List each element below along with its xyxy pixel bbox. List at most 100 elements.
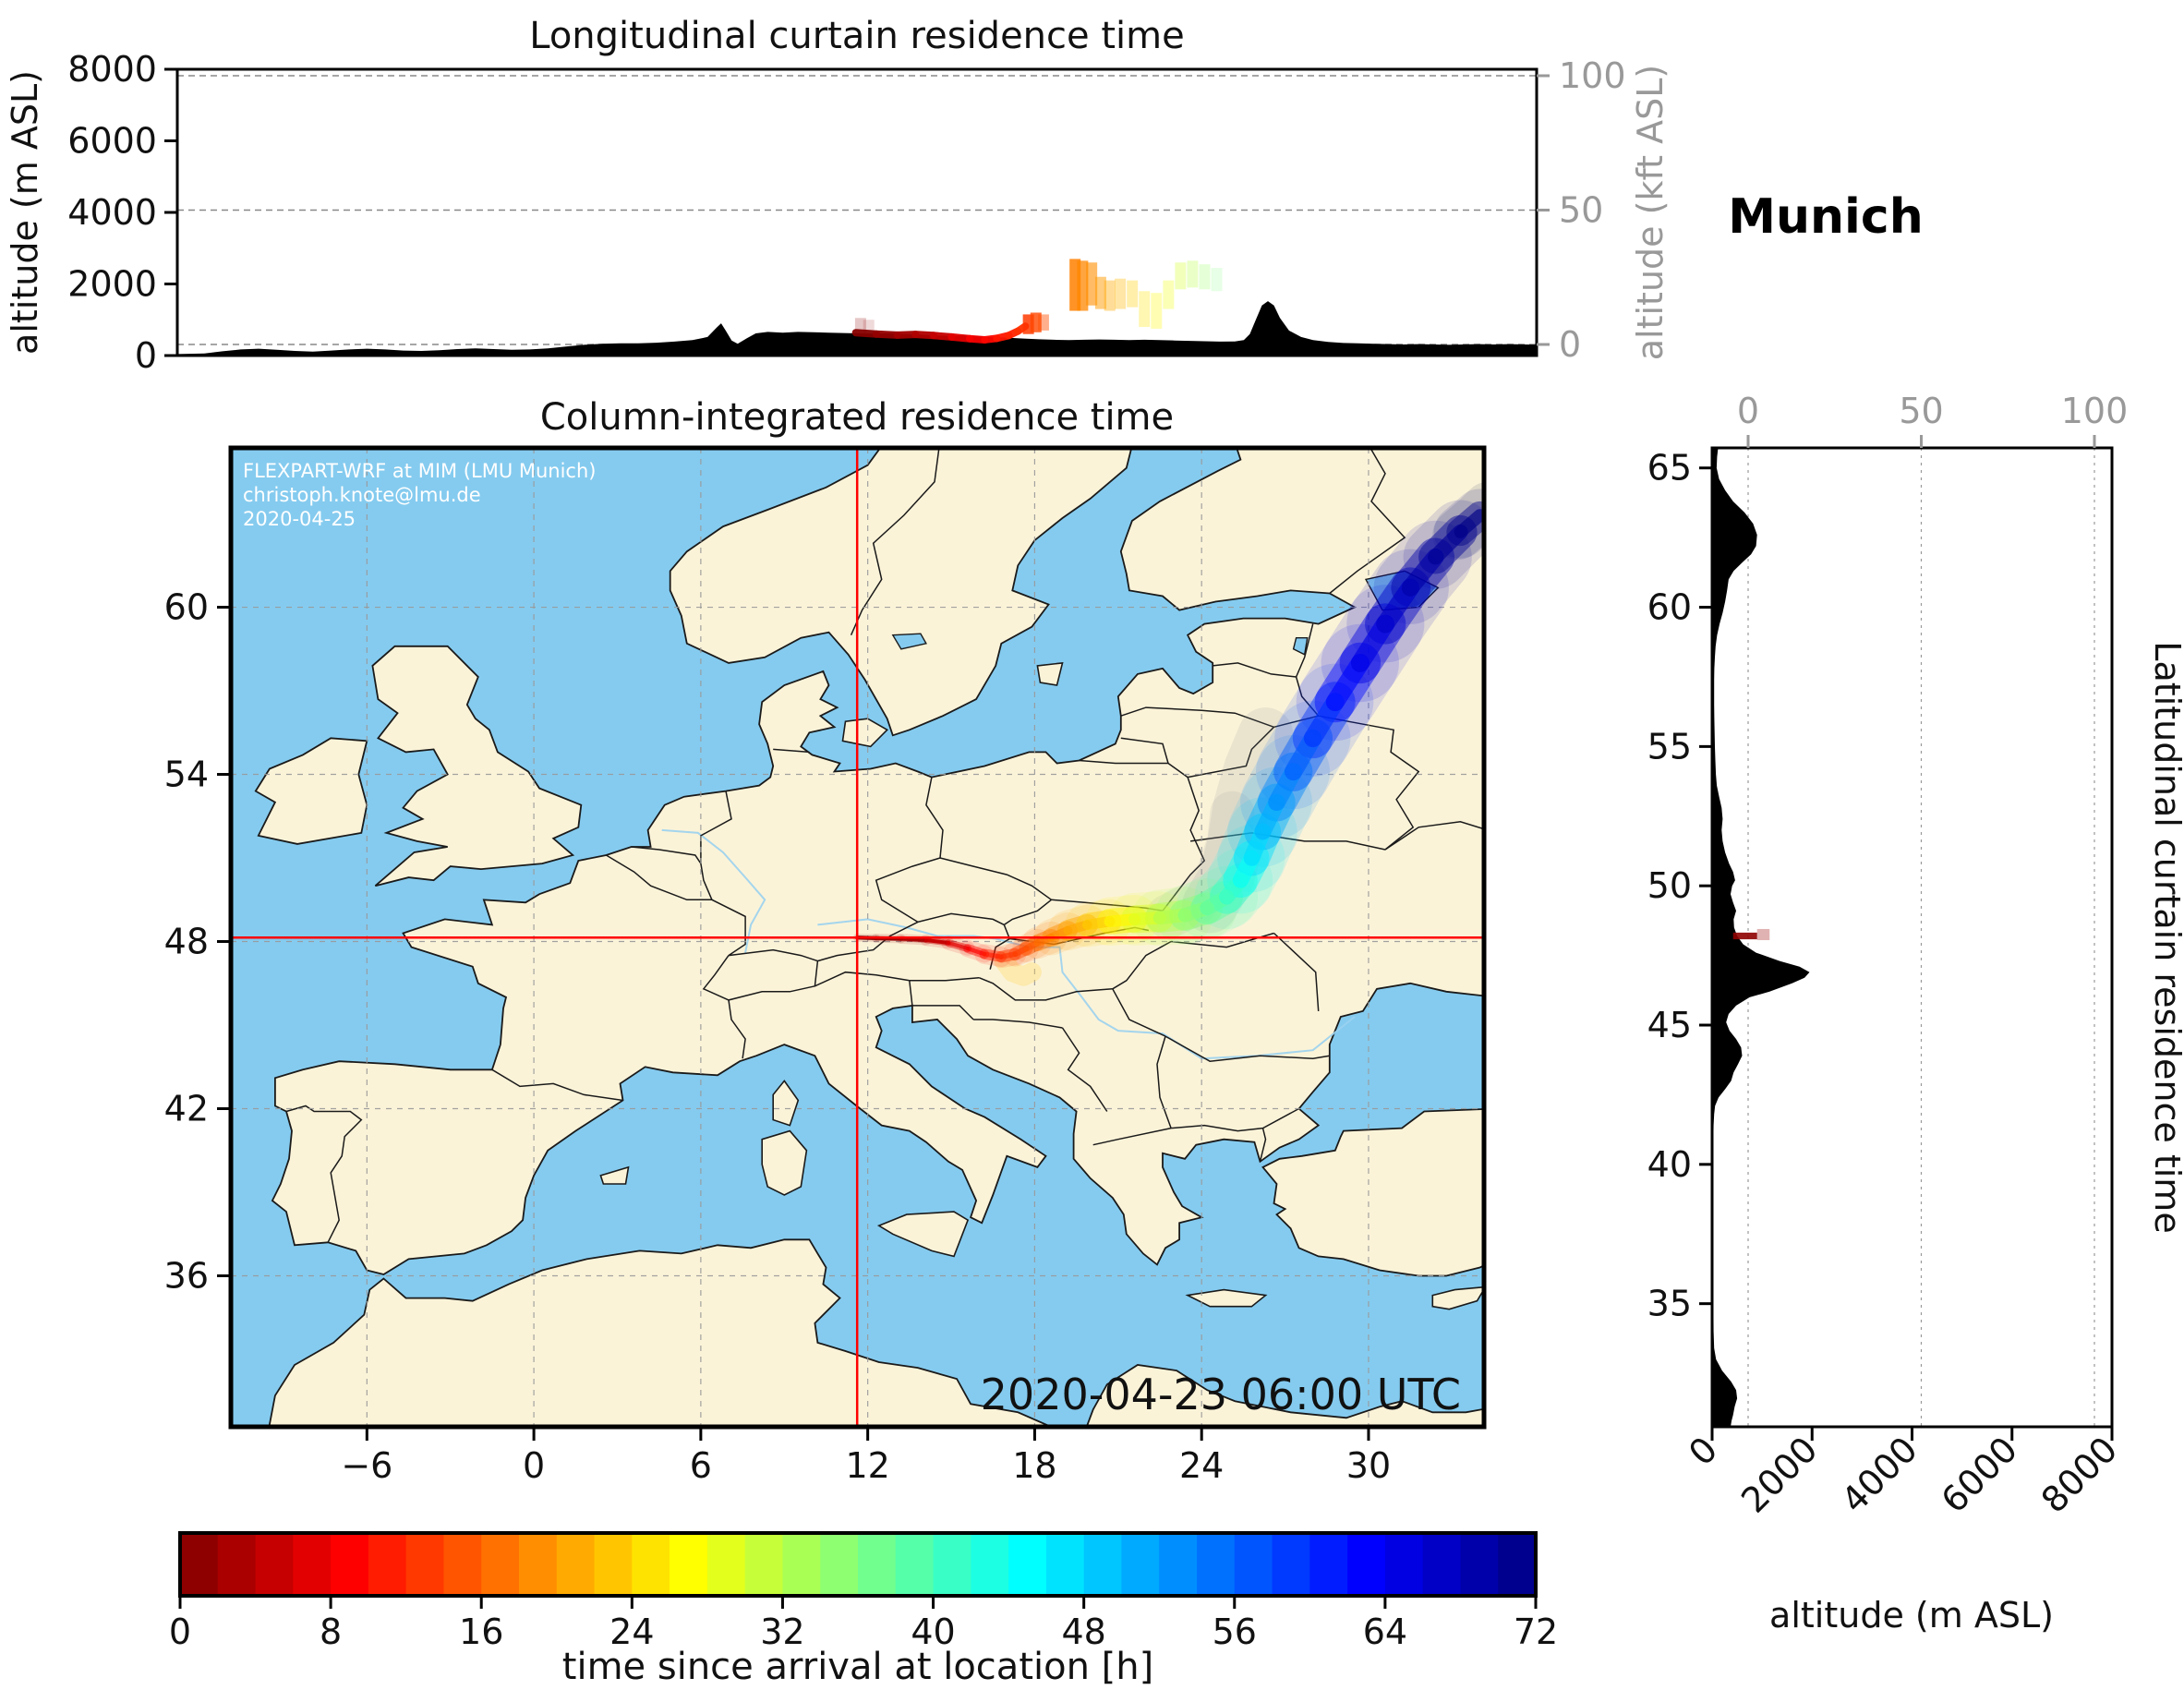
trajectory-column [1175, 262, 1187, 290]
colorbar-step [1121, 1533, 1161, 1596]
country-border [1187, 726, 1275, 779]
country-border [973, 1019, 1063, 1029]
colorbar-step [895, 1533, 935, 1596]
top-panel-ylabel-right: altitude (kft ASL) [1630, 65, 1671, 361]
trajectory-column [1104, 280, 1116, 311]
country-border [1384, 821, 1484, 851]
trajectory-column [1187, 260, 1199, 288]
watermark-line-3: 2020-04-25 [243, 508, 356, 530]
right-xtick-label: 6000 [1934, 1429, 2026, 1521]
colorbar-step [331, 1533, 369, 1596]
country-border [1213, 662, 1297, 678]
landmass [271, 448, 1484, 1275]
ghost-plume [1182, 707, 1294, 934]
right-content [1712, 448, 1810, 1427]
river [661, 828, 766, 953]
top-ytick-label: 8000 [67, 49, 157, 90]
trajectory-line-segment [1014, 322, 1030, 335]
country-border [978, 977, 1113, 1001]
colorbar-step [405, 1533, 445, 1596]
top-ytick-label: 4000 [67, 192, 157, 233]
top-panel-title: Longitudinal curtain residence time [529, 15, 1184, 57]
country-border [728, 999, 746, 1059]
colorbar-label: time since arrival at location [h] [562, 1646, 1153, 1688]
top-ytick-right-label: 0 [1559, 324, 1581, 365]
colorbar-step [1272, 1533, 1311, 1596]
trajectory-column [1163, 280, 1175, 309]
country-border [1156, 1035, 1172, 1129]
colorbar-step [858, 1533, 897, 1596]
map-timestamp: 2020-04-23 06:00 UTC [981, 1370, 1461, 1419]
colorbar-tick-label: 16 [459, 1611, 503, 1652]
country-border [1273, 932, 1320, 1011]
station-name: Munich [1728, 189, 1923, 245]
colorbar-frame [178, 1531, 1538, 1598]
map-ytick-label: 54 [164, 754, 209, 795]
country-border [925, 777, 944, 859]
country-border [702, 955, 819, 1001]
top-ytick-right-label: 100 [1559, 55, 1626, 96]
country-border [1092, 1127, 1172, 1146]
colorbar-step [217, 1533, 257, 1596]
right-ytick-label: 65 [1647, 448, 1692, 489]
country-border [1189, 832, 1386, 851]
trajectory-column [1094, 276, 1106, 309]
country-border [817, 921, 919, 962]
colorbar-step [706, 1533, 746, 1596]
colorbar-step [556, 1533, 596, 1596]
colorbar-step [744, 1533, 784, 1596]
country-border [989, 924, 1011, 970]
colorbar-tick-label: 8 [320, 1611, 342, 1652]
trajectory-column [1127, 280, 1139, 308]
watermark-line-2: christoph.knote@lmu.de [243, 484, 481, 506]
right-xtick-top-label: 100 [2061, 391, 2129, 431]
colorbar-tick-label: 40 [911, 1611, 955, 1652]
country-border [606, 854, 746, 957]
country-border [909, 980, 913, 1006]
right-panel-label: Latitudinal curtain residence time [2147, 641, 2184, 1233]
colorbar-step [1384, 1533, 1424, 1596]
colorbar-tick-label: 72 [1514, 1611, 1558, 1652]
colorbar-tick-label: 56 [1213, 1611, 1257, 1652]
right-xtick-label: 2000 [1733, 1429, 1826, 1521]
trajectory-column [1030, 312, 1042, 332]
trajectory-column [1211, 268, 1223, 292]
country-border [1120, 737, 1169, 764]
country-border [1318, 715, 1420, 851]
right-xtick-top-label: 0 [1737, 391, 1759, 431]
colorbar-step [820, 1533, 859, 1596]
trajectory-column [1199, 264, 1211, 290]
country-border [909, 976, 980, 982]
right-panel-frame [1710, 446, 2114, 1429]
right-ytick-label: 50 [1647, 865, 1692, 906]
right-xtick-label: 8000 [2033, 1429, 2126, 1521]
country-border [728, 948, 818, 962]
country-border [911, 1005, 974, 1020]
landmass [268, 1238, 1484, 1427]
map-ytick-label: 42 [164, 1089, 209, 1129]
country-border [917, 912, 1005, 926]
lake [1292, 637, 1309, 656]
trajectory-column [1115, 278, 1127, 309]
country-border [1273, 676, 1321, 729]
longitudinal-curtain-panel: 0 2000 4000 6000 8000 0 50 100 [67, 49, 1625, 376]
colorbar-step [1159, 1533, 1198, 1596]
top-panel-ylabel: altitude (m ASL) [5, 70, 45, 355]
top-content [177, 259, 1537, 356]
country-border [1061, 1027, 1108, 1112]
island [841, 718, 889, 748]
colorbar-step [1197, 1533, 1236, 1596]
colorbar-step [519, 1533, 558, 1596]
island [1185, 1288, 1268, 1308]
colorbar-tick-label: 32 [760, 1611, 804, 1652]
right-ytick-label: 55 [1647, 726, 1692, 767]
plume-core [1454, 509, 1484, 538]
colorbar-step [1234, 1533, 1273, 1596]
country-border [491, 1068, 623, 1102]
colorbar-tick-label: 48 [1061, 1611, 1105, 1652]
country-border [814, 971, 910, 987]
colorbar-tick-label: 0 [169, 1611, 191, 1652]
country-border [1259, 1128, 1267, 1162]
colorbar-step [1460, 1533, 1500, 1596]
